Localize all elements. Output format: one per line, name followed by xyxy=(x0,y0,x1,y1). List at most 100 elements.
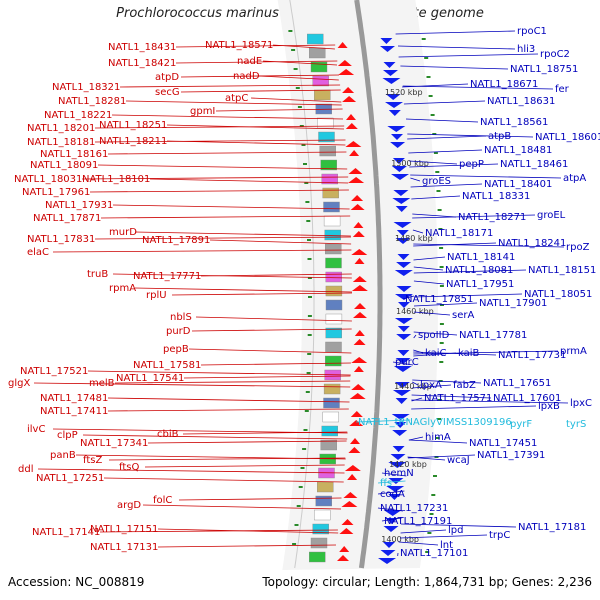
gene-label-reverse: NATL1_17181 xyxy=(518,522,586,533)
forward-gene-arrow xyxy=(349,150,360,156)
reverse-gene-arrow xyxy=(390,142,406,148)
tick-mark xyxy=(421,38,426,40)
gene-label-forward: murD xyxy=(109,227,137,238)
gene-label-reverse: NATL1_17651 xyxy=(483,378,551,389)
reverse-gene-arrow xyxy=(383,62,396,68)
feature-block xyxy=(314,89,331,101)
tick-mark xyxy=(298,486,303,488)
leader-line-forward xyxy=(166,140,346,146)
leader-line-reverse xyxy=(405,118,479,123)
tick-mark xyxy=(307,353,312,355)
tick-mark xyxy=(303,429,308,431)
leader-line-reverse xyxy=(398,541,439,546)
gene-label-forward: melB xyxy=(89,378,115,389)
gene-label-forward: NATL1_18251 xyxy=(99,120,167,131)
feature-block xyxy=(321,173,338,185)
gene-label-forward: NATL1_17521 xyxy=(20,366,88,377)
leader-line-forward xyxy=(200,273,352,277)
gene-label-forward: rpmA xyxy=(109,283,136,294)
leader-line-forward xyxy=(209,239,352,245)
leader-line-reverse xyxy=(407,135,487,140)
tick-mark xyxy=(307,258,312,260)
gene-label-forward: NATL1_18031 xyxy=(14,174,82,185)
tick-mark xyxy=(297,106,302,108)
gene-label-forward: NATL1_18211 xyxy=(99,136,167,147)
gene-label-reverse: NATL1_17851 xyxy=(405,294,473,305)
reverse-gene-arrow xyxy=(393,366,412,372)
gene-label-reverse: NATL1_17101 xyxy=(400,548,468,559)
leader-line-forward xyxy=(107,151,347,155)
tick-mark xyxy=(304,182,309,184)
tick-mark xyxy=(439,342,444,344)
forward-gene-arrow xyxy=(348,177,365,183)
feature-block xyxy=(322,411,339,423)
gene-label-reverse: NATL1_18271 xyxy=(458,212,526,223)
scale-tick-label: 1460 kbp xyxy=(396,307,434,316)
reverse-gene-arrow xyxy=(388,110,401,116)
leader-line-reverse xyxy=(411,397,423,402)
leader-line-reverse xyxy=(409,160,458,165)
leader-line-forward xyxy=(188,348,352,354)
leader-line-reverse xyxy=(402,295,415,300)
leader-line-forward xyxy=(157,544,337,548)
feature-block xyxy=(323,383,341,395)
gene-label-forward: rplU xyxy=(146,290,167,301)
rna-gene-label: NATL1_tRNAGlyVIMSS1309196 xyxy=(358,417,512,428)
leader-line-forward xyxy=(114,380,351,384)
feature-block xyxy=(325,313,343,325)
gene-label-reverse: NATL1_18671 xyxy=(470,79,538,90)
forward-gene-arrow xyxy=(344,465,361,471)
reverse-gene-arrow xyxy=(386,486,405,492)
gene-label-reverse: NATL1_18171 xyxy=(425,228,493,239)
reverse-gene-arrow xyxy=(398,302,410,308)
reverse-gene-arrow xyxy=(388,478,404,484)
forward-gene-arrow xyxy=(354,330,365,336)
gene-label-forward: NATL1_17481 xyxy=(40,393,108,404)
gene-label-reverse: NATL1_17781 xyxy=(459,330,527,341)
gene-label-reverse: hli3 xyxy=(517,44,535,55)
gene-label-reverse: NATL1_18461 xyxy=(500,159,568,170)
leader-line-reverse xyxy=(407,456,446,461)
leader-line-reverse xyxy=(411,405,537,410)
gene-label-reverse: groEL xyxy=(537,210,566,221)
leader-line-forward xyxy=(183,375,351,379)
reverse-gene-arrow xyxy=(395,294,413,300)
gene-label-reverse: NATL1_17731 xyxy=(498,350,566,361)
feature-block xyxy=(325,355,342,367)
tick-mark xyxy=(439,266,444,268)
gene-label-forward: NATL1_18571 xyxy=(205,40,273,51)
leader-line-reverse xyxy=(408,149,483,154)
scale-tick-label: 1400 kbp xyxy=(381,535,419,544)
leader-line-forward xyxy=(182,431,348,435)
scale-tick-label: 1500 kbp xyxy=(391,159,429,168)
tick-mark xyxy=(439,323,444,325)
leader-line-forward xyxy=(125,100,342,106)
leader-line-reverse xyxy=(413,266,444,271)
reverse-gene-arrow xyxy=(394,270,413,276)
forward-gene-arrow xyxy=(348,168,363,174)
reverse-gene-arrow xyxy=(385,518,398,524)
gene-label-reverse: NATL1_18401 xyxy=(484,179,552,190)
leader-line-forward xyxy=(178,497,342,501)
tick-mark xyxy=(306,220,311,222)
forward-gene-arrow xyxy=(342,96,357,102)
gene-label-reverse: lnt xyxy=(440,540,453,551)
reverse-gene-arrow xyxy=(396,262,412,268)
tick-mark xyxy=(433,475,437,477)
gene-label-forward: nblS xyxy=(170,312,192,323)
reverse-gene-arrow xyxy=(382,78,401,84)
leader-line-forward xyxy=(272,44,335,50)
leader-line-reverse xyxy=(392,361,414,366)
leader-line-forward xyxy=(81,176,349,180)
scale-tick-label: 1520 kbp xyxy=(385,88,423,97)
gene-label-forward: NATL1_17341 xyxy=(80,438,148,449)
feature-block xyxy=(310,61,328,73)
gene-label-forward: NATL1_17581 xyxy=(133,360,201,371)
forward-gene-arrow xyxy=(338,69,355,75)
feature-block xyxy=(320,159,337,171)
leader-line-reverse xyxy=(410,174,562,179)
forward-gene-arrow xyxy=(350,411,363,417)
tick-mark xyxy=(291,49,296,51)
gene-label-reverse: kaiB xyxy=(458,348,480,359)
